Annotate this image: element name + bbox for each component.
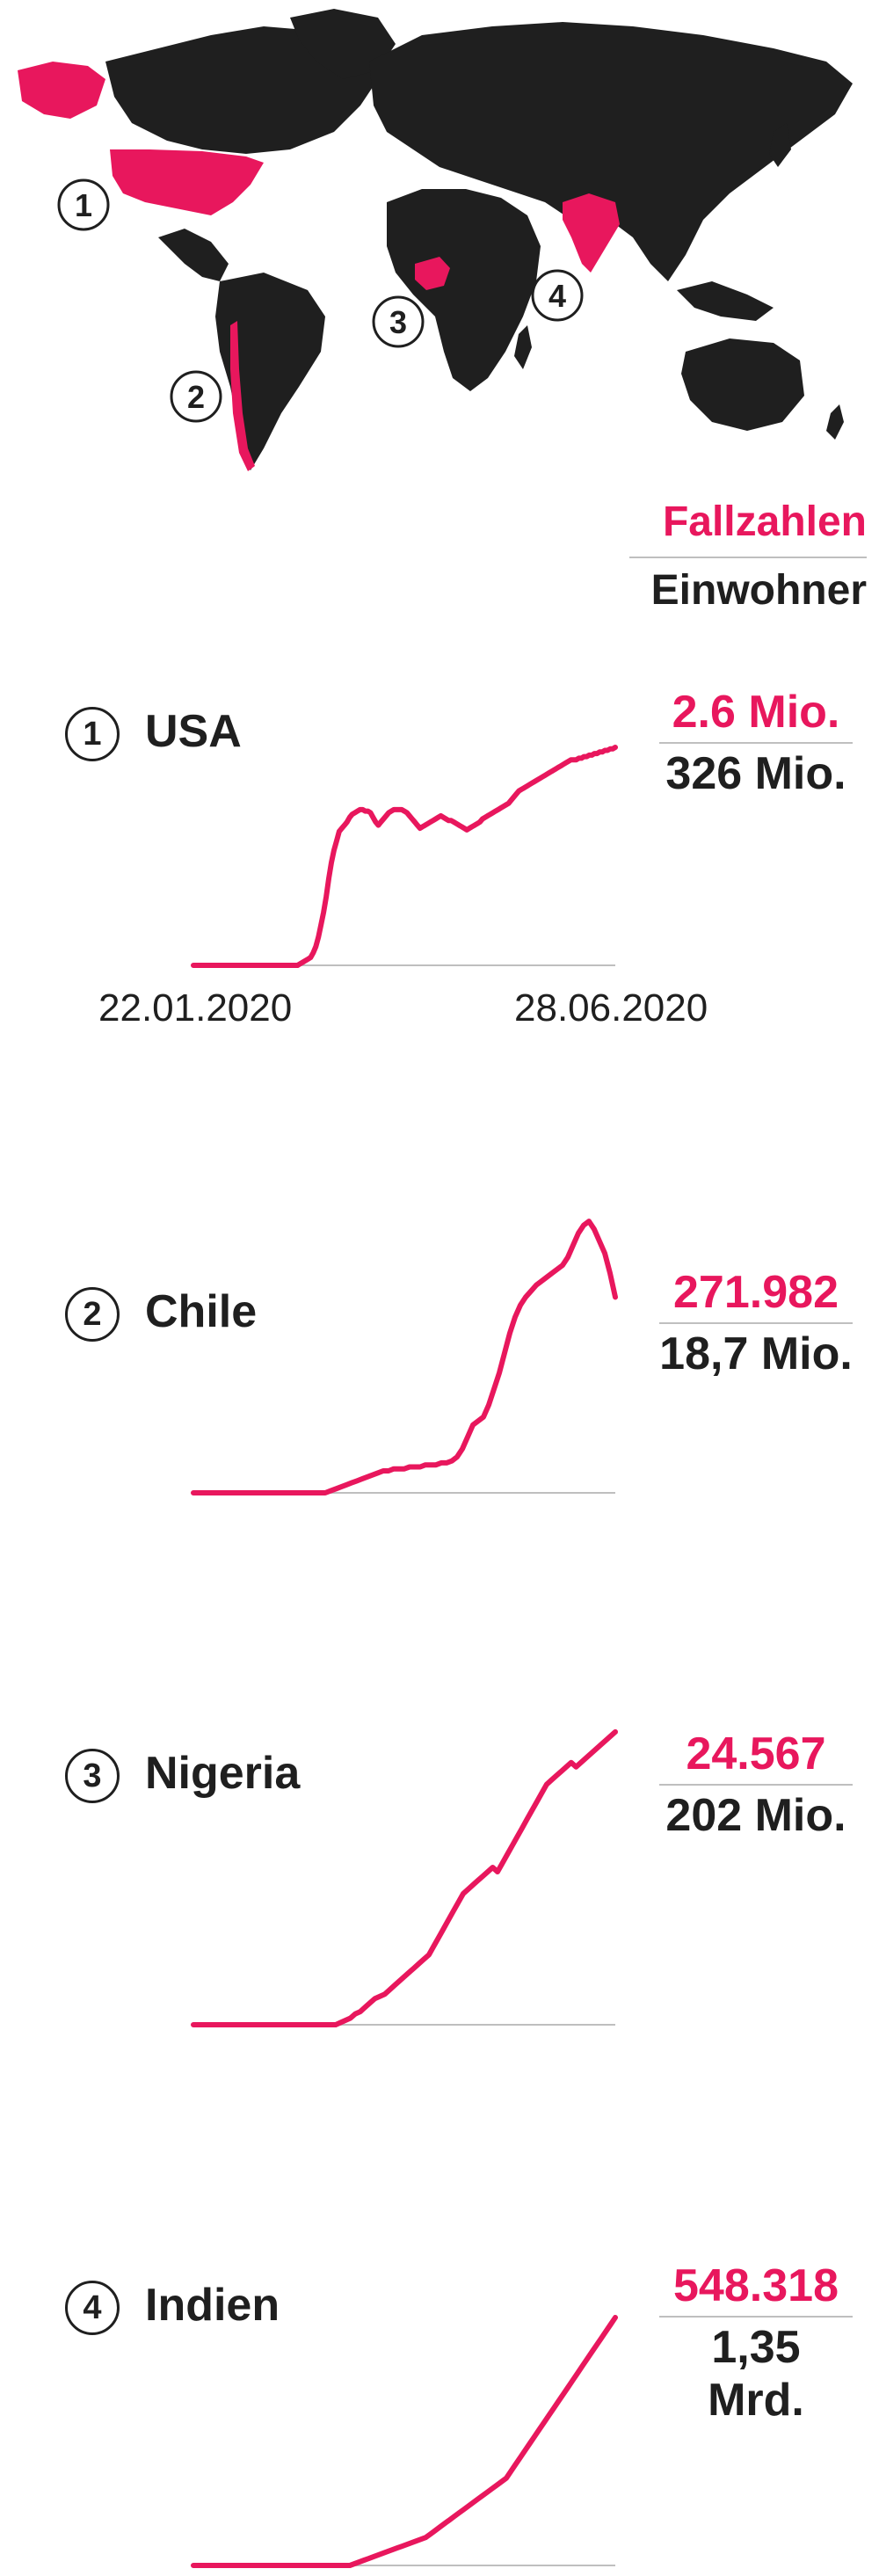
country-block-chile: 2 Chile 271.982 18,7 Mio. [0, 1219, 879, 1723]
country-cases: 24.567 [686, 1728, 826, 1779]
country-block-usa: 1 USA 2.6 Mio. 326 Mio. 22.01.2020 28.06… [0, 686, 879, 1143]
country-stats: 548.318 1,35 Mrd. [659, 2259, 853, 2427]
line-chart-usa [191, 745, 618, 968]
country-population: 202 Mio. [665, 1790, 846, 1841]
x-axis-end-label: 28.06.2020 [514, 986, 708, 1030]
line-chart-indien [191, 2315, 618, 2568]
legend-divider [629, 557, 867, 558]
country-population: 18,7 Mio. [659, 1328, 853, 1379]
chile-shape [230, 321, 255, 471]
stat-divider [659, 742, 853, 744]
country-block-nigeria: 3 Nigeria 24.567 202 Mio. [0, 1728, 879, 2185]
line-chart-nigeria [191, 1728, 618, 2027]
series-line-indien [191, 2315, 618, 2568]
series-line-chile [191, 1219, 618, 1495]
svg-text:1: 1 [75, 187, 92, 223]
highlighted-countries [18, 62, 620, 471]
line-chart-chile [191, 1219, 618, 1495]
legend-cases-label: Fallzahlen [662, 498, 867, 545]
world-map: 1 2 3 4 [18, 9, 853, 471]
country-cases: 2.6 Mio. [672, 687, 840, 738]
country-number-badge: 2 [65, 1287, 120, 1342]
country-stats: 24.567 202 Mio. [659, 1728, 853, 1842]
country-name: Nigeria [145, 1748, 301, 1799]
stat-divider [659, 2316, 853, 2318]
svg-text:2: 2 [187, 379, 205, 415]
series-line-nigeria [191, 1728, 618, 2027]
nigeria-shape [415, 257, 450, 290]
usa-shape [110, 149, 264, 215]
map-markers: 1 2 3 4 [57, 178, 584, 423]
map-marker-3: 3 [372, 295, 425, 348]
country-name: Indien [145, 2280, 280, 2331]
country-number-badge: 4 [65, 2281, 120, 2335]
country-cases: 271.982 [673, 1267, 839, 1318]
country-stats: 2.6 Mio. 326 Mio. [659, 686, 853, 800]
series-line-usa [191, 745, 618, 968]
country-population: 326 Mio. [665, 748, 846, 799]
country-name: USA [145, 706, 242, 757]
stat-divider [659, 1322, 853, 1324]
alaska-shape [18, 62, 105, 119]
stat-divider [659, 1784, 853, 1786]
svg-text:4: 4 [548, 278, 566, 314]
svg-text:3: 3 [389, 304, 407, 340]
land-masses [105, 9, 853, 470]
country-cases: 548.318 [673, 2260, 839, 2311]
country-number-badge: 3 [65, 1749, 120, 1803]
country-name: Chile [145, 1286, 258, 1337]
map-marker-2: 2 [170, 370, 222, 423]
map-marker-4: 4 [531, 269, 584, 322]
map-marker-1: 1 [57, 178, 110, 231]
country-population: 1,35 Mrd. [708, 2322, 804, 2426]
legend-population-label: Einwohner [650, 567, 867, 614]
india-shape [563, 193, 620, 273]
country-block-indien: 4 Indien 548.318 1,35 Mrd. [0, 2259, 879, 2576]
country-stats: 271.982 18,7 Mio. [659, 1266, 853, 1380]
x-axis-start-label: 22.01.2020 [98, 986, 293, 1030]
country-number-badge: 1 [65, 707, 120, 761]
